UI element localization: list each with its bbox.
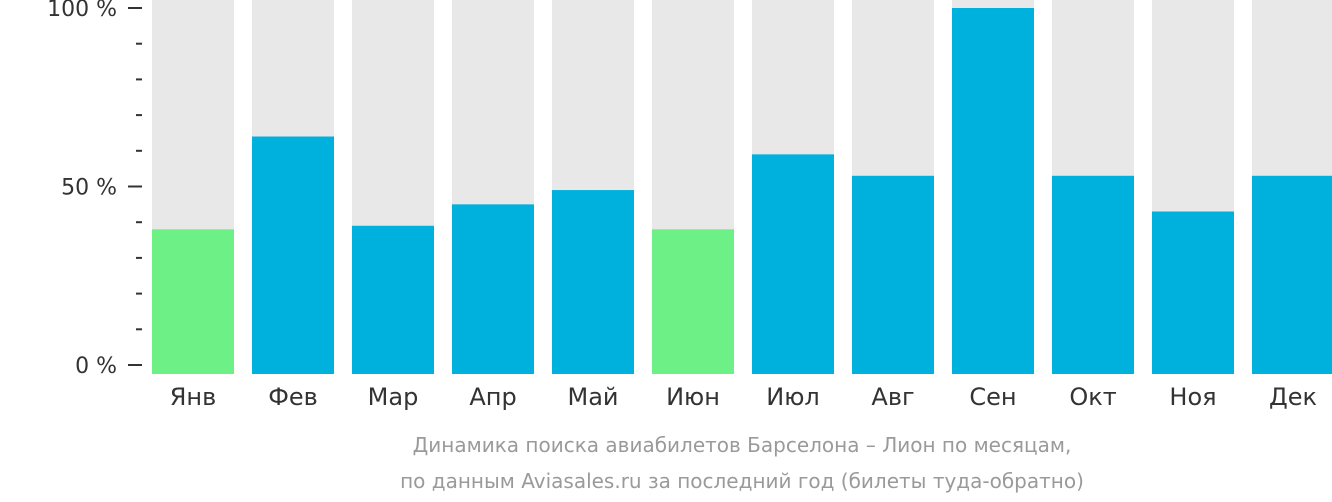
bar [752,154,834,374]
x-tick-label: Фев [268,383,318,411]
y-tick-label: 100 % [47,0,117,22]
chart-caption-line-2: по данным Aviasales.ru за последний год … [400,469,1084,493]
x-tick-label: Июн [666,383,720,411]
x-tick-label: Окт [1069,383,1116,411]
x-tick-label: Янв [170,383,217,411]
x-tick-label: Апр [469,383,516,411]
bar [352,225,434,374]
x-axis-labels: Янв Фев Мар Апр Май Июн Июл Авг Сен Окт Ноя Дек [170,383,1317,411]
bars-group [152,0,1332,374]
x-tick-label: Июл [766,383,820,411]
bar [952,8,1034,374]
x-tick-label: Авг [871,383,914,411]
chart-caption-line-1: Динамика поиска авиабилетов Барселона – … [413,433,1072,457]
x-tick-label: Сен [969,383,1016,411]
bar [552,190,634,374]
y-tick-label: 0 % [75,354,117,379]
bar [1152,211,1234,374]
x-tick-label: Мар [368,383,419,411]
x-tick-label: Ноя [1169,383,1216,411]
bar [152,229,234,374]
y-axis: 0 % 50 % 100 % [47,0,142,379]
bar [1252,175,1332,374]
bar [252,136,334,374]
bar [652,229,734,374]
y-tick-label: 50 % [61,176,117,201]
x-tick-label: Дек [1269,383,1317,411]
bar [452,204,534,374]
bar [852,175,934,374]
x-tick-label: Май [567,383,618,411]
bar [1052,175,1134,374]
